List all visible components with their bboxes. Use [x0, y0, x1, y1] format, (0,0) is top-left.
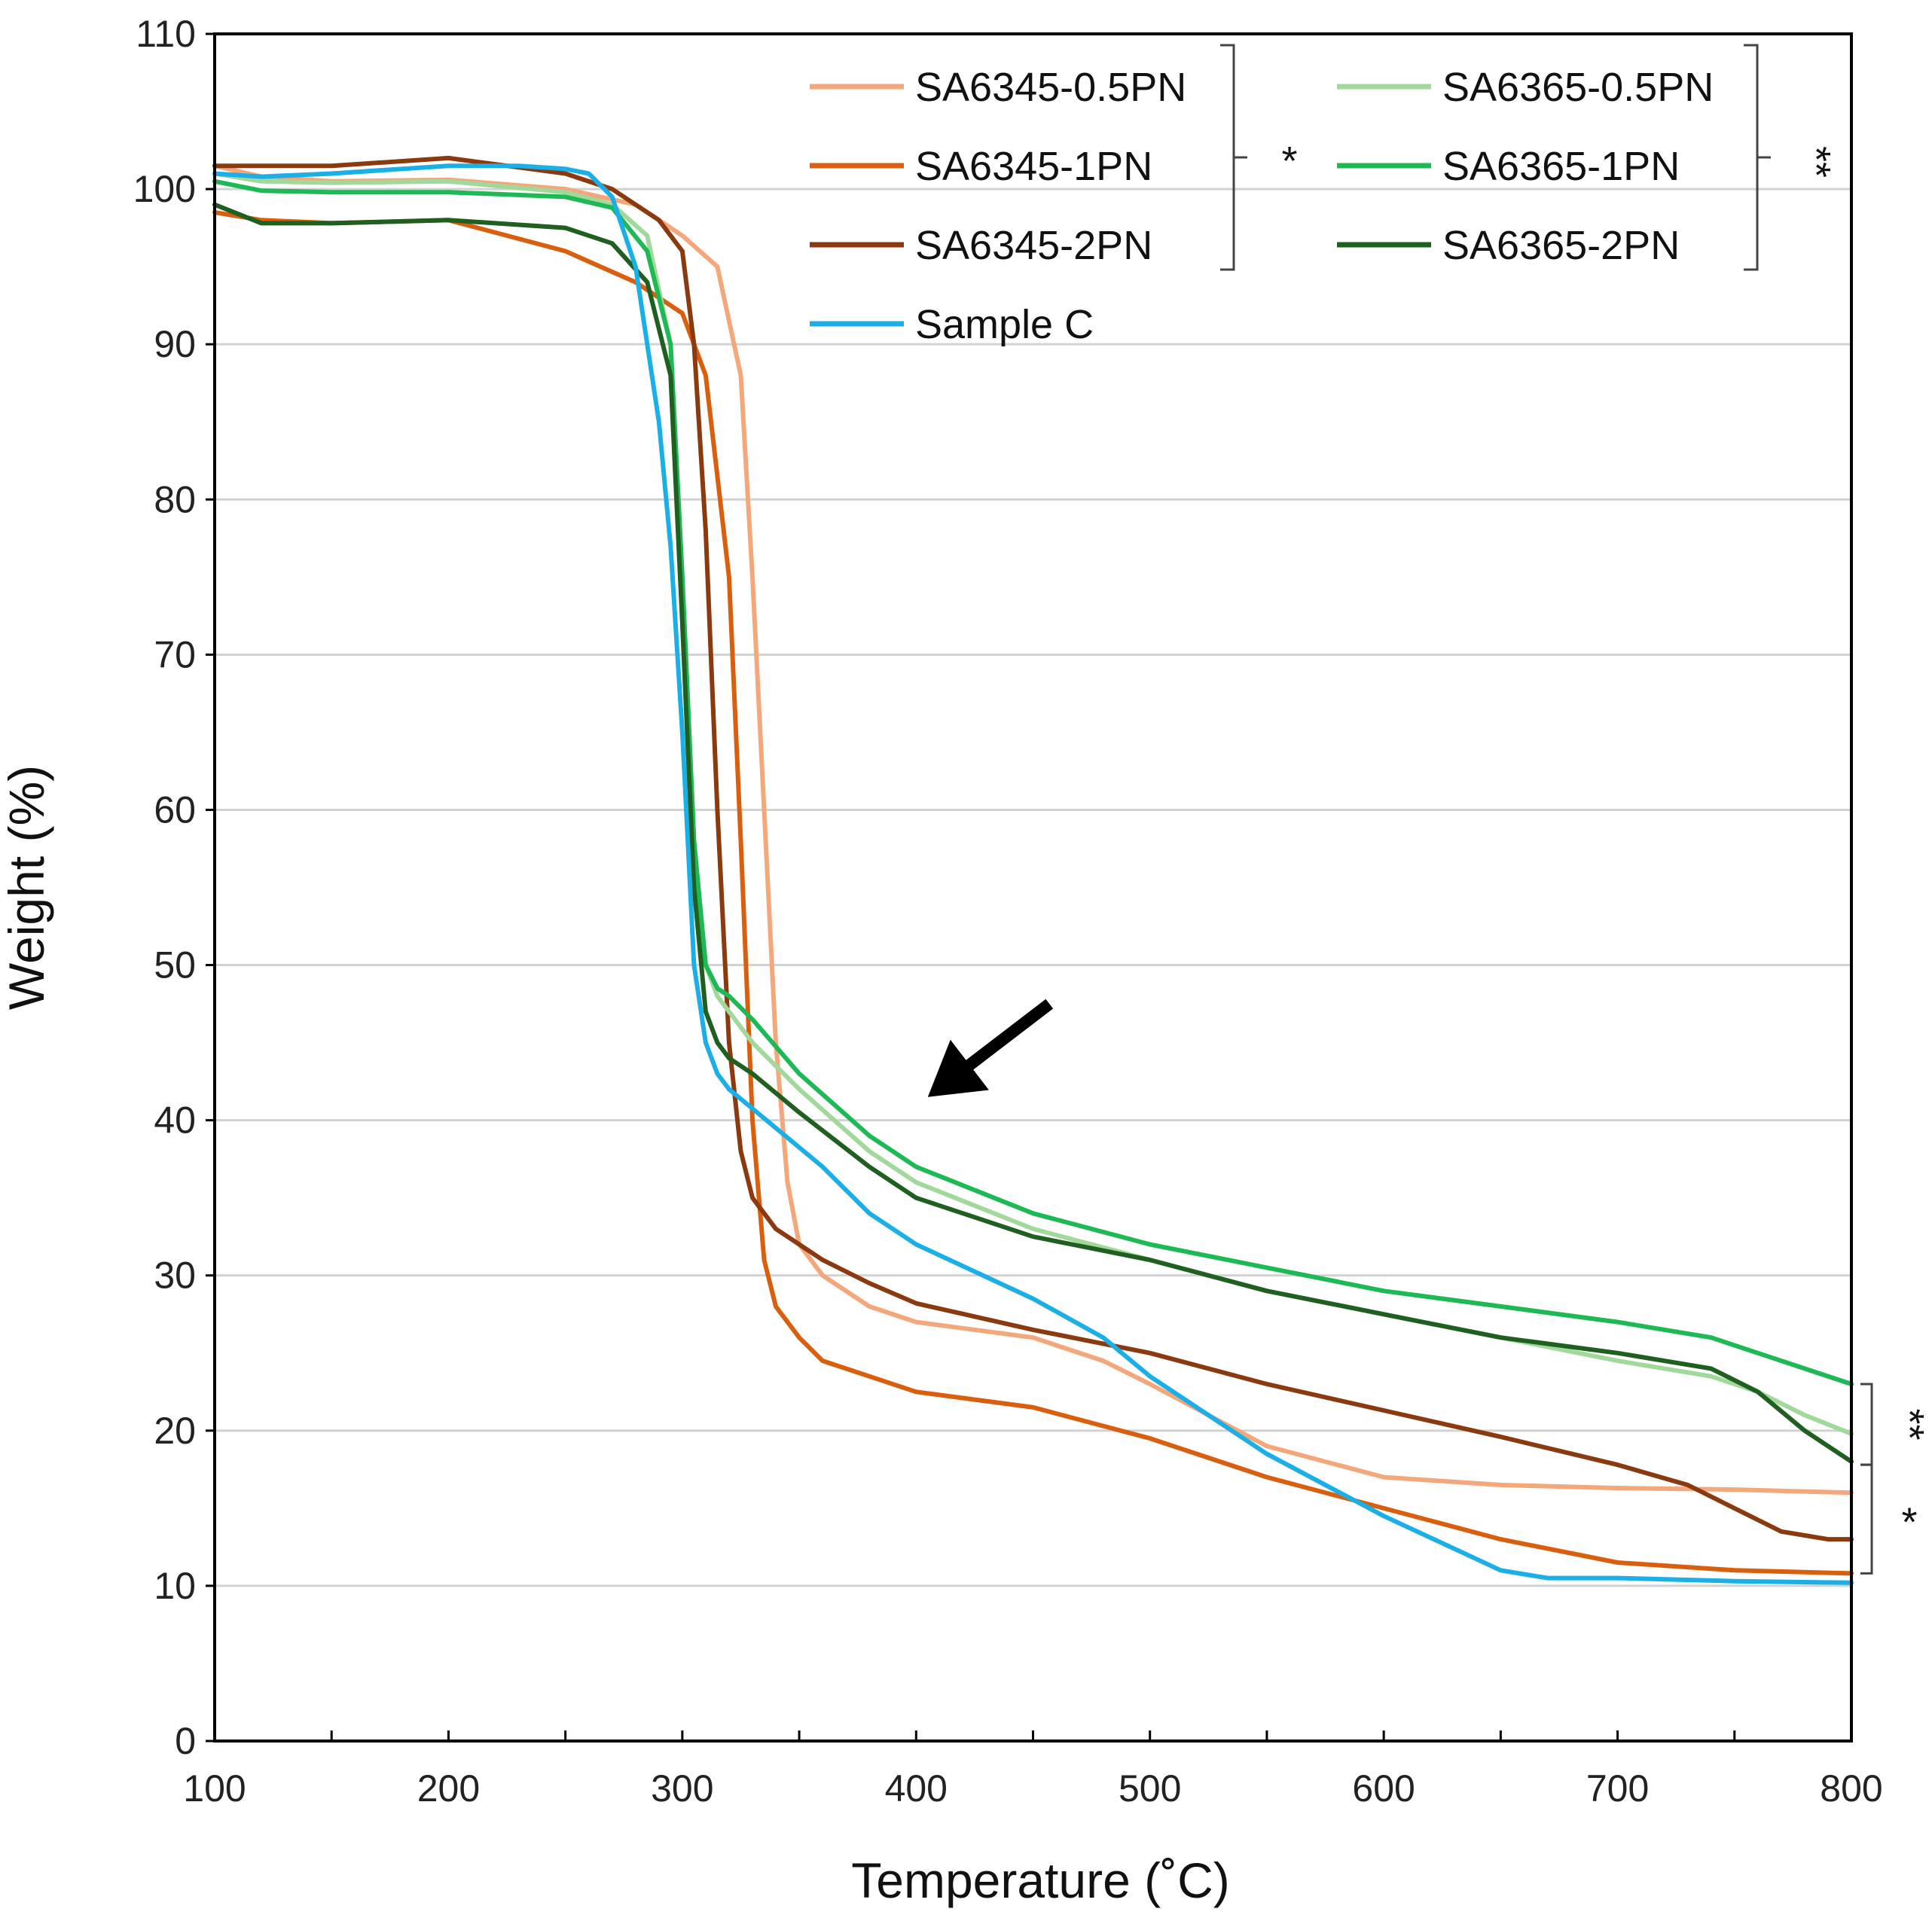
gridlines: [215, 188, 1851, 1587]
legend-label-sa6365-1pn: SA6365-1PN: [1442, 144, 1680, 189]
tick-labels: 0 10 20 30 40 50 60 70 80 90 100 110 100 200 300 400 500…: [133, 13, 1883, 1810]
series-line-sa6365-0-5pn: [212, 171, 1854, 1436]
x-tick-label-600: 600: [1352, 1767, 1415, 1810]
legend-bracket-sa6345: [1220, 44, 1247, 271]
x-tick-label-100: 100: [183, 1767, 246, 1810]
y-tick-label-110: 110: [136, 13, 196, 55]
series-line-sa6345-1pn: [212, 210, 1854, 1576]
axis-ticks: [206, 32, 1853, 1743]
series-line-sa6365-1pn: [212, 178, 1854, 1386]
x-tick-label-200: 200: [417, 1767, 480, 1810]
x-tick-label-800: 800: [1820, 1767, 1882, 1810]
x-tick-label-500: 500: [1119, 1767, 1181, 1810]
y-tick-label-0: 0: [175, 1720, 196, 1762]
x-axis-title: Temperature (˚C): [851, 1852, 1229, 1908]
x-tick-label-300: 300: [651, 1767, 713, 1810]
x-tick-label-700: 700: [1586, 1767, 1649, 1810]
annotations: * *****: [927, 44, 1932, 1575]
series-line-sa6345-0-5pn: [212, 163, 1854, 1496]
series-line-sa6365-2pn: [212, 202, 1854, 1464]
end-bracket-upper-marker: **: [1887, 1409, 1932, 1441]
plot-frame: [213, 32, 1853, 1743]
y-tick-label-40: 40: [154, 1099, 196, 1142]
y-tick-label-60: 60: [154, 788, 196, 831]
end-bracket-upper: [1860, 1383, 1873, 1466]
end-bracket-lower-marker: *: [1901, 1499, 1917, 1544]
legend: SA6345-0.5PN SA6345-1PN SA6345-2PN SA6365-0…: [810, 65, 1714, 347]
y-tick-label-70: 70: [154, 633, 196, 675]
y-axis-title: Weight (%): [0, 765, 54, 1010]
x-tick-label-400: 400: [885, 1767, 948, 1810]
legend-bracket-marker-sa6365: **: [1793, 146, 1839, 178]
series-lines: [212, 155, 1854, 1585]
pointer-arrow: [927, 999, 1054, 1097]
legend-label-sa6365-0-5pn: SA6365-0.5PN: [1442, 65, 1714, 110]
y-tick-label-100: 100: [133, 168, 196, 210]
legend-bracket-sa6365: [1744, 44, 1771, 271]
y-tick-label-80: 80: [154, 478, 196, 520]
y-tick-label-30: 30: [154, 1255, 196, 1297]
legend-bracket-marker-sa6345: *: [1281, 139, 1297, 184]
y-tick-label-10: 10: [154, 1565, 196, 1607]
legend-label-sample-c: Sample C: [915, 302, 1094, 347]
y-tick-label-90: 90: [154, 323, 196, 365]
legend-label-sa6345-1pn: SA6345-1PN: [915, 144, 1152, 189]
series-line-sample-c: [212, 163, 1854, 1585]
y-tick-label-50: 50: [154, 944, 196, 986]
legend-label-sa6345-0-5pn: SA6345-0.5PN: [915, 65, 1186, 110]
legend-label-sa6365-2pn: SA6365-2PN: [1442, 223, 1680, 268]
legend-label-sa6345-2pn: SA6345-2PN: [915, 223, 1152, 268]
y-tick-label-20: 20: [154, 1410, 196, 1452]
series-line-sa6345-2pn: [212, 155, 1854, 1542]
end-bracket-lower: [1860, 1463, 1873, 1575]
